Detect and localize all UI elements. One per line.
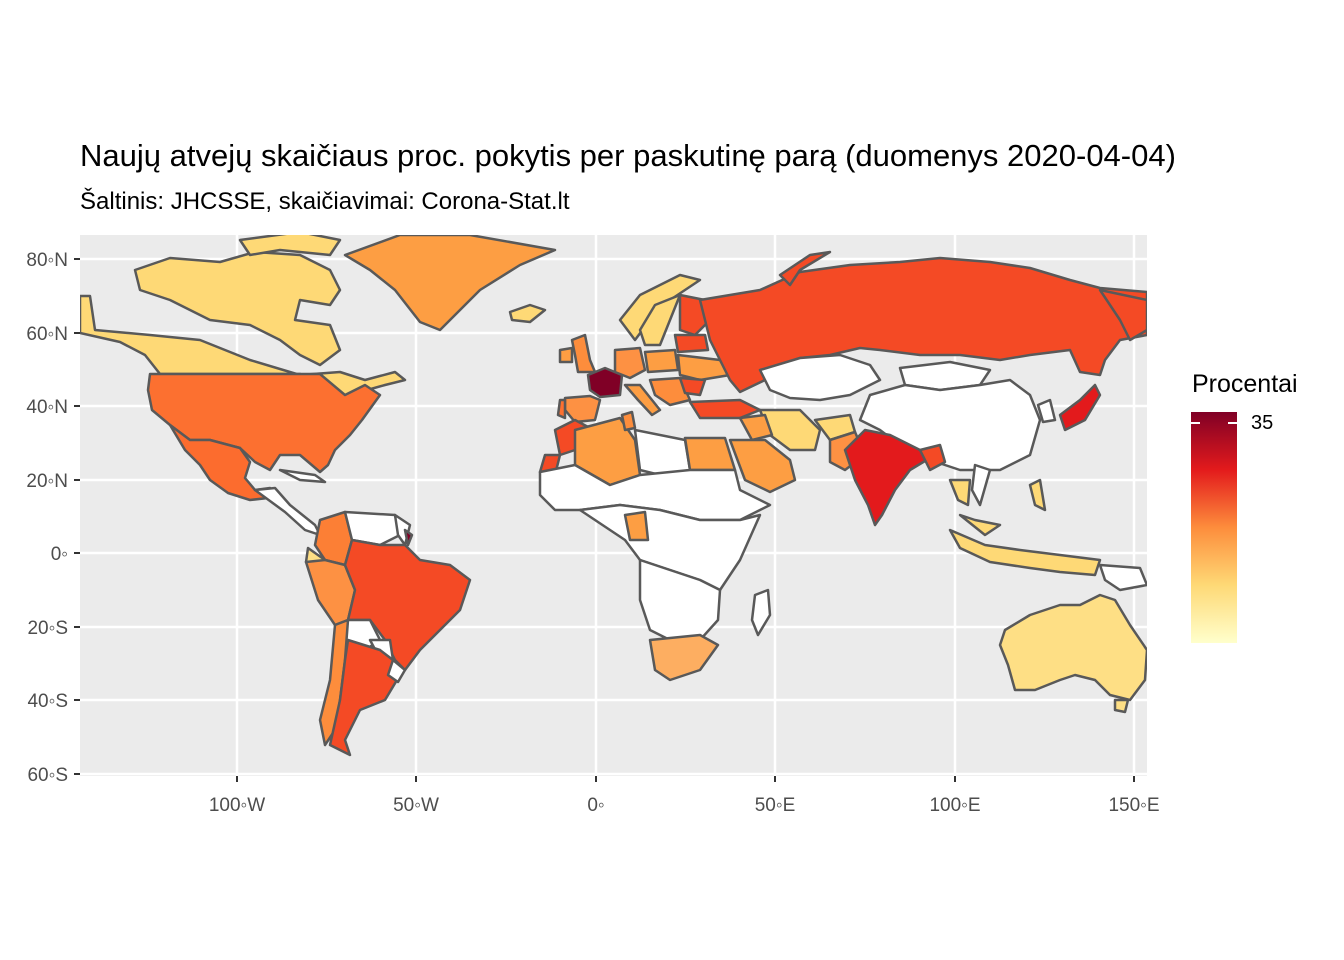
country-novaya-zemlya [778,250,832,287]
x-tick-label: 150◦E [1108,795,1159,816]
country-turkey [688,398,762,420]
x-tick-label: 50◦E [755,795,796,816]
legend-max-label: 35 [1251,412,1274,434]
country-sweden [638,293,682,347]
country-kazakhstan [758,353,882,402]
country-spain [563,394,602,424]
y-tick-label: 40◦N [26,397,68,418]
legend-colorbar [1191,412,1237,643]
country-southern-africa [638,558,722,642]
country-papua-new-guinea [1098,563,1147,592]
country-madagascar [750,588,772,637]
x-tick-label: 100◦W [209,795,265,816]
y-tick-label: 20◦S [27,618,68,639]
country-indonesia [948,528,1102,577]
country-cameroon [623,510,650,542]
country-iceland [508,303,547,324]
country-ireland [558,346,574,364]
country-balkans [648,376,692,407]
country-vietnam [970,463,992,507]
country-egypt [683,436,737,472]
country-kamchatka [1098,288,1147,342]
country-brazil [343,538,472,672]
graticule [80,235,1147,776]
country-new-zealand-tasmania [1113,698,1130,714]
country-saudi-arabia [728,438,797,494]
x-tick-label: 100◦E [929,795,980,816]
country-south-africa [648,633,720,682]
country-bangladesh-myanmar [918,443,947,472]
country-portugal [556,398,567,420]
country-india [843,428,932,527]
country-italy [623,383,662,417]
legend-tick-mark [1191,422,1237,424]
y-tick-label: 80◦N [26,250,68,271]
country-argentina [328,638,402,757]
country-australia [998,593,1147,702]
country-philippines [1028,478,1047,512]
y-tick-label: 20◦N [26,471,68,492]
country-canada-islands [238,235,342,257]
y-tick-label: 40◦S [27,691,68,712]
country-fr-guiana [403,528,414,547]
country-france [586,366,624,399]
country-iraq [738,413,774,442]
country-ukraine [676,353,732,382]
y-tick-label: 0◦ [51,544,68,565]
country-poland [643,348,680,374]
country-japan [1058,383,1102,432]
chart-title: Naujų atvejų skaičiaus proc. pokytis per… [80,138,1176,173]
y-tick-label: 60◦N [26,324,68,345]
x-tick-label: 50◦W [393,795,439,816]
country-tunisia [620,410,637,432]
country-cuba [278,468,327,484]
x-tick-labels: 100◦W 50◦W 0◦ 50◦E 100◦E 150◦E [209,795,1160,816]
country-venezuela [343,510,402,547]
country-uruguay [386,658,407,684]
y-tick-labels: 80◦N 60◦N 40◦N 20◦N 0◦ 20◦S 40◦S 60◦S [26,250,68,786]
legend-title: Procentai [1192,370,1298,398]
country-germany [613,346,647,380]
country-malaysia [958,513,1002,537]
country-romania [678,376,707,397]
country-belarus [673,333,710,354]
country-greenland [343,235,557,332]
country-thailand [948,478,972,507]
y-tick-label: 60◦S [27,765,68,786]
x-tick-label: 0◦ [587,795,604,816]
chart-subtitle: Šaltinis: JHCSSE, skaičiavimai: Corona-S… [80,188,570,215]
country-sahel [538,463,772,522]
country-korea [1036,398,1057,424]
